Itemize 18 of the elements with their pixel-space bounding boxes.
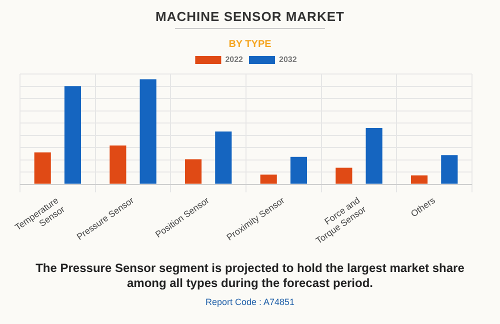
legend-label: 2032: [279, 55, 298, 64]
bar: [441, 155, 458, 184]
bar: [410, 175, 428, 184]
chart-subtitle: BY TYPE: [228, 39, 272, 50]
bar: [184, 159, 202, 184]
text: Report Code : A74851: [204, 297, 296, 307]
bar: [290, 156, 308, 184]
bar: [336, 168, 352, 184]
bar: [34, 152, 51, 184]
text: The Pressure Sensor segment is projected to hold the largest market share among all types during the forecast period.: [34, 261, 466, 291]
chart-title: MACHINE SENSOR MARKET: [154, 9, 346, 24]
bar: [366, 128, 382, 184]
bar: [260, 174, 277, 184]
bar: [110, 146, 126, 184]
bar: [215, 131, 232, 184]
bar: [140, 79, 156, 184]
legend-label: 2022: [225, 55, 244, 64]
bar: [64, 86, 82, 184]
